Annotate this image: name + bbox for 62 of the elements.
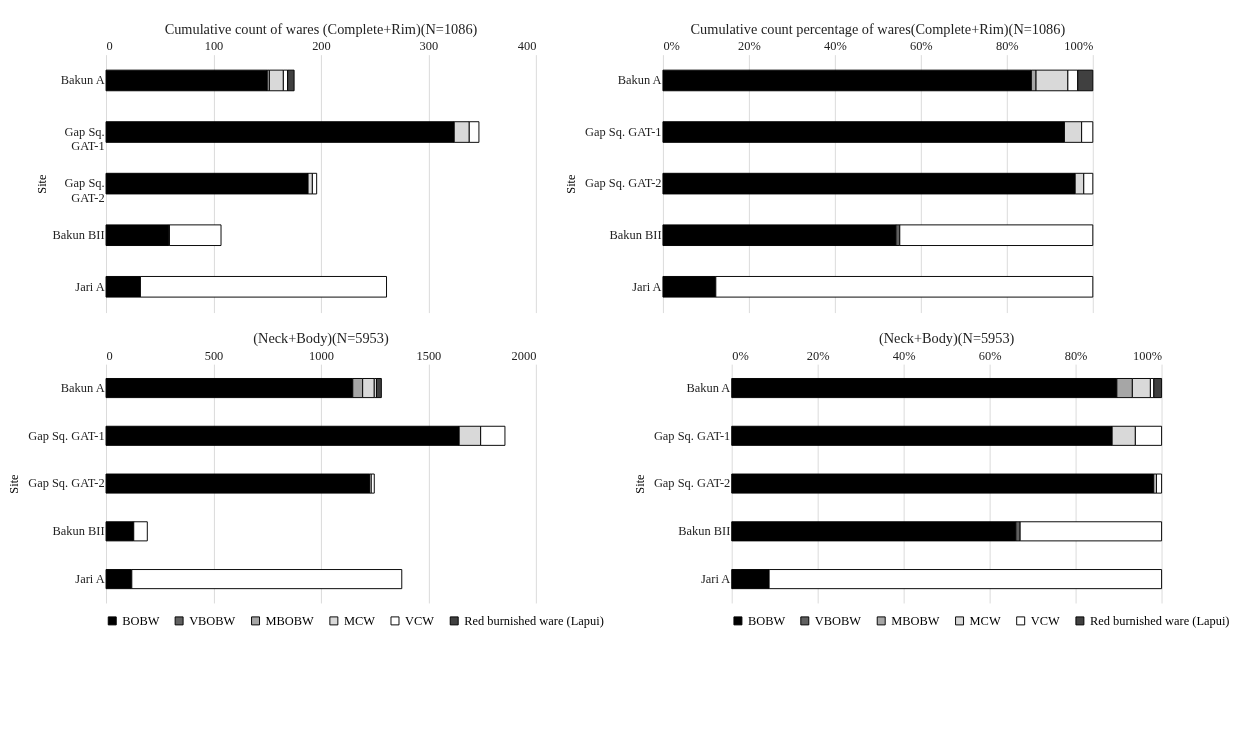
y-tick-label: Bakun A bbox=[617, 73, 662, 88]
y-tick-label: Bakun BII bbox=[678, 524, 731, 539]
x-tick-label: 1500 bbox=[416, 348, 442, 363]
legend-label: Red burnished ware (Lapui) bbox=[464, 613, 604, 628]
x-tick-label: 0% bbox=[663, 39, 680, 54]
x-tick-label: 100 bbox=[204, 39, 224, 54]
y-tick-label: Gap Sq. GAT-1 bbox=[64, 124, 105, 154]
legend-label: BOBW bbox=[122, 613, 160, 628]
y-tick-label: Gap Sq. GAT-2 bbox=[585, 176, 662, 191]
x-tick-label: 400 bbox=[517, 39, 537, 54]
x-tick-label: 2000 bbox=[511, 348, 537, 363]
y-tick-label: Gap Sq. GAT-1 bbox=[585, 124, 662, 139]
y-tick-label: Bakun A bbox=[686, 380, 731, 395]
legend-label: MCW bbox=[343, 613, 376, 628]
x-tick-label: 0 bbox=[106, 39, 113, 54]
y-tick-label: Gap Sq. GAT-1 bbox=[28, 428, 105, 443]
y-tick-label: Jari A bbox=[632, 279, 662, 294]
x-tick-label: 0% bbox=[732, 348, 749, 363]
x-tick-label: 60% bbox=[978, 348, 1002, 363]
x-tick-label: 0 bbox=[106, 348, 113, 363]
legend-label: Red burnished ware (Lapui) bbox=[1089, 613, 1230, 628]
y-tick-label: Gap Sq. GAT-2 bbox=[64, 176, 105, 205]
x-tick-label: 40% bbox=[823, 39, 847, 54]
legend-label: VCW bbox=[405, 613, 435, 628]
legend-label: VBOBW bbox=[814, 613, 862, 628]
chart-title: Cumulative count percentage of wares(Complete+Rim)(N=1086) bbox=[690, 20, 1066, 38]
legend-label: VCW bbox=[1030, 613, 1060, 628]
y-tick-label: Gap Sq. GAT-2 bbox=[653, 476, 731, 491]
y-tick-label: Bakun BII bbox=[609, 228, 662, 243]
y-tick-label: Jari A bbox=[75, 571, 105, 586]
y-tick-label: Gap Sq. GAT-1 bbox=[653, 428, 731, 443]
y-tick-label: Gap Sq. GAT-2 bbox=[28, 476, 105, 491]
y-axis-title: Site bbox=[564, 173, 579, 194]
x-tick-label: 80% bbox=[1064, 348, 1088, 363]
x-tick-label: 100% bbox=[1133, 348, 1163, 363]
y-tick-label: Bakun BII bbox=[52, 524, 105, 539]
x-tick-label: 100% bbox=[1064, 39, 1094, 54]
y-axis-title: Site bbox=[34, 173, 49, 194]
x-tick-label: 20% bbox=[806, 348, 830, 363]
x-tick-label: 40% bbox=[892, 348, 916, 363]
legend-label: BOBW bbox=[747, 613, 786, 628]
legend-label: MBOBW bbox=[265, 613, 315, 628]
chart-title: (Neck+Body)(N=5953) bbox=[253, 330, 389, 348]
chart-title: Cumulative count of wares (Complete+Rim)(N=1086) bbox=[164, 20, 478, 38]
x-tick-label: 300 bbox=[419, 39, 439, 54]
x-tick-label: 200 bbox=[312, 39, 331, 54]
y-axis-title: Site bbox=[7, 473, 22, 494]
legend-label: MCW bbox=[969, 613, 1001, 628]
y-tick-label: Bakun A bbox=[60, 73, 105, 88]
y-tick-label: Bakun BII bbox=[52, 228, 105, 243]
chart-title: (Neck+Body)(N=5953) bbox=[878, 330, 1015, 348]
x-tick-label: 500 bbox=[204, 348, 224, 363]
y-tick-label: Jari A bbox=[700, 571, 731, 586]
y-axis-title: Site bbox=[633, 473, 648, 494]
x-tick-label: 60% bbox=[909, 39, 933, 54]
legend-label: VBOBW bbox=[189, 613, 236, 628]
x-tick-label: 1000 bbox=[309, 348, 334, 363]
x-tick-label: 80% bbox=[995, 39, 1019, 54]
y-tick-label: Jari A bbox=[75, 279, 105, 294]
x-tick-label: 20% bbox=[738, 39, 761, 54]
legend-label: MBOBW bbox=[891, 613, 940, 628]
y-tick-label: Bakun A bbox=[60, 380, 105, 395]
